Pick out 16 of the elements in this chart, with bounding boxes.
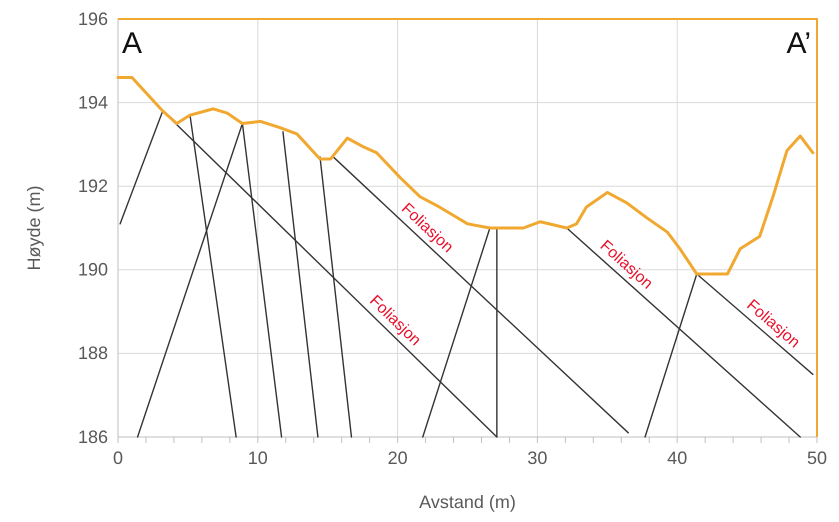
y-tick-label: 192 <box>78 176 108 196</box>
x-tick-label: 0 <box>112 448 124 468</box>
x-axis-title: Avstand (m) <box>419 492 516 512</box>
y-tick-label: 190 <box>78 260 108 280</box>
x-tick-label: 50 <box>806 448 828 468</box>
y-tick-label: 196 <box>78 8 108 29</box>
annotation: A’ <box>786 27 811 60</box>
x-tick-label: 40 <box>667 448 688 468</box>
x-tick-label: 20 <box>388 448 408 468</box>
x-tick-label: 30 <box>527 448 548 468</box>
y-axis-title: Høyde (m) <box>24 186 44 270</box>
y-tick-label: 194 <box>78 92 108 112</box>
y-tick-label: 186 <box>78 426 108 447</box>
y-tick-label: 188 <box>78 343 108 364</box>
annotation: A <box>122 27 142 60</box>
x-tick-label: 10 <box>248 448 268 468</box>
